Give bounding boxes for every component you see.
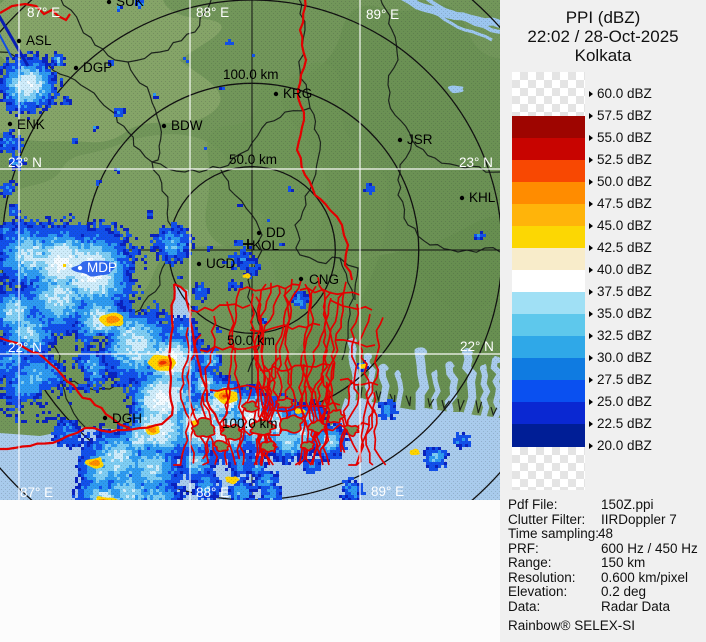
svg-text:50.0 km: 50.0 km bbox=[229, 152, 277, 167]
svg-text:87° E: 87° E bbox=[20, 485, 53, 500]
svg-text:88° E: 88° E bbox=[196, 485, 229, 500]
svg-text:UCD: UCD bbox=[206, 256, 235, 271]
svg-text:22° N: 22° N bbox=[460, 339, 494, 354]
svg-text:ASL: ASL bbox=[26, 33, 52, 48]
svg-text:CNG: CNG bbox=[309, 272, 339, 287]
svg-text:100.0 km: 100.0 km bbox=[223, 67, 279, 82]
svg-text:SUK: SUK bbox=[116, 0, 144, 9]
svg-text:22° N: 22° N bbox=[8, 340, 42, 355]
svg-text:88° E: 88° E bbox=[196, 5, 229, 20]
svg-text:MDP: MDP bbox=[87, 260, 117, 275]
svg-text:BDW: BDW bbox=[171, 118, 203, 133]
svg-text:50.0 km: 50.0 km bbox=[227, 333, 275, 348]
svg-text:JSR: JSR bbox=[407, 132, 433, 147]
svg-text:KHL: KHL bbox=[469, 190, 496, 205]
svg-text:23° N: 23° N bbox=[8, 155, 42, 170]
svg-text:DGP: DGP bbox=[83, 60, 112, 75]
svg-text:87° E: 87° E bbox=[27, 5, 60, 20]
svg-text:DGH: DGH bbox=[112, 411, 142, 426]
svg-text:ENK: ENK bbox=[17, 117, 45, 132]
svg-text:89° E: 89° E bbox=[366, 7, 399, 22]
svg-text:KOL: KOL bbox=[252, 238, 280, 253]
svg-text:DD: DD bbox=[266, 225, 286, 240]
svg-text:23° N: 23° N bbox=[459, 155, 493, 170]
svg-text:KRG: KRG bbox=[283, 86, 312, 101]
svg-text:89° E: 89° E bbox=[371, 484, 404, 499]
svg-text:100.0 km: 100.0 km bbox=[222, 416, 278, 431]
